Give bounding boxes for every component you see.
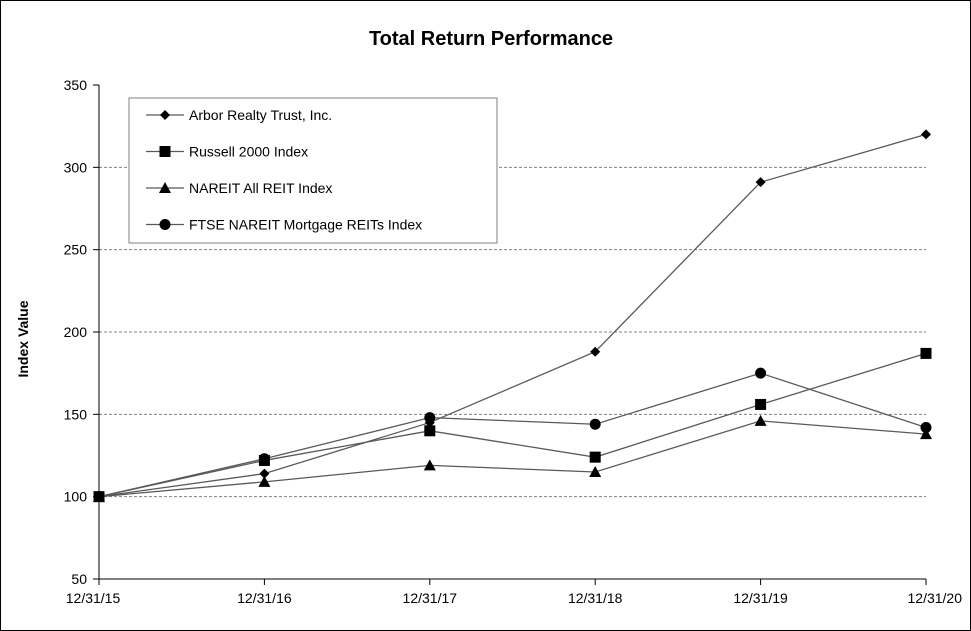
legend: Arbor Realty Trust, Inc. Russell 2000 Ind…: [128, 97, 498, 244]
y-tick-label: 300: [64, 159, 88, 175]
x-tick-label: 12/31/20: [908, 590, 963, 606]
y-tick-label: 100: [64, 489, 88, 505]
x-tick-label: 12/31/18: [568, 590, 623, 606]
data-point: [259, 468, 270, 479]
y-tick-label: 150: [64, 406, 88, 422]
data-point: [755, 367, 767, 379]
legend-label: Russell 2000 Index: [189, 144, 308, 160]
legend-marker: [159, 146, 171, 157]
data-point: [755, 177, 766, 188]
data-point: [423, 459, 436, 471]
data-point: [589, 451, 601, 463]
series-circle: [93, 367, 932, 503]
y-tick-label: 250: [64, 242, 88, 258]
series-line: [98, 420, 927, 498]
legend-label: Arbor Realty Trust, Inc.: [189, 107, 332, 123]
x-tick-label: 12/31/17: [403, 590, 458, 606]
data-point: [93, 491, 105, 503]
legend-box: [128, 97, 498, 244]
data-point: [589, 465, 602, 477]
legend-label: NAREIT All REIT Index: [189, 180, 332, 196]
legend-marker: [160, 110, 170, 120]
y-axis-label: Index Value: [15, 300, 31, 377]
y-tick-label: 200: [64, 324, 88, 340]
data-point: [424, 412, 436, 424]
x-tick-label: 12/31/15: [66, 590, 121, 606]
data-point: [258, 453, 270, 465]
data-point: [589, 418, 601, 430]
y-tick-label: 50: [71, 571, 87, 587]
data-point: [258, 475, 271, 487]
data-point: [920, 347, 932, 359]
data-point: [424, 425, 436, 437]
chart-title: Total Return Performance: [369, 28, 613, 50]
series-group: [93, 129, 932, 503]
data-point: [920, 422, 932, 434]
data-point: [755, 398, 767, 410]
data-point: [921, 129, 931, 140]
axes: 50 100 150 200 250 300 350 12/31/15 12/31/16 12/3…: [64, 77, 963, 606]
series-triangle: [93, 414, 932, 502]
series-line: [98, 372, 927, 498]
legend-label: FTSE NAREIT Mortgage REITs Index: [189, 217, 422, 233]
legend-marker: [159, 219, 171, 230]
legend-marker: [159, 182, 171, 193]
x-tick-label: 12/31/19: [733, 590, 788, 606]
data-point: [590, 346, 601, 357]
y-tick-label: 350: [64, 77, 88, 93]
data-point: [754, 414, 767, 426]
series-line: [98, 352, 927, 498]
data-point: [920, 428, 932, 440]
series-line: [98, 133, 927, 498]
x-tick-label: 12/31/16: [237, 590, 292, 606]
